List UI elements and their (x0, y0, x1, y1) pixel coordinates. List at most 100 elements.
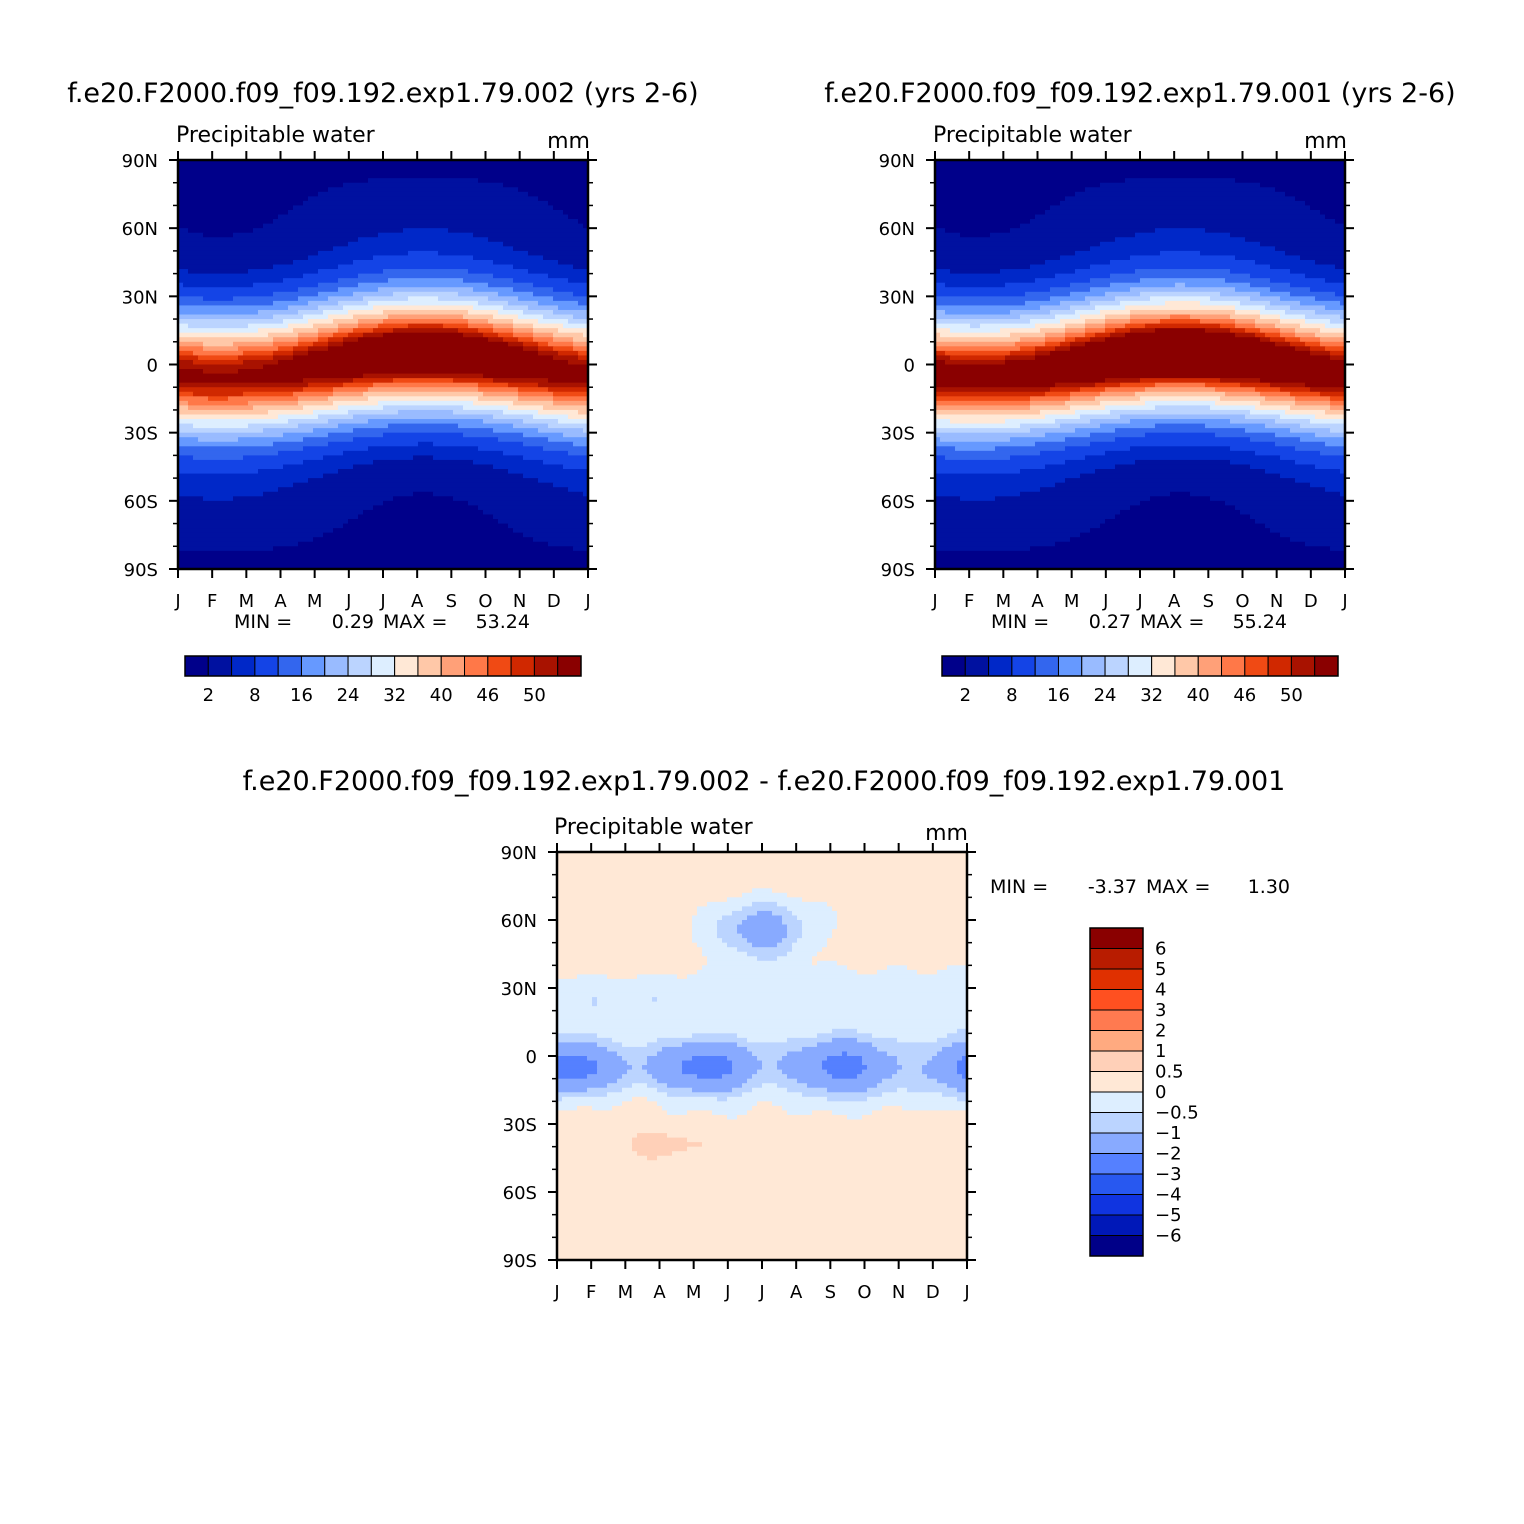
contour-cell (1090, 287, 1131, 293)
contour-cell (722, 915, 748, 921)
x-tick-label: N (1270, 591, 1283, 612)
contour-cell (553, 332, 584, 338)
x-tick-label: O (1235, 591, 1249, 612)
contour-cell (927, 1074, 963, 1080)
panel-title: f.e20.F2000.f09_f09.192.exp1.79.001 (yrs… (824, 78, 1455, 109)
contour-cell (1255, 450, 1321, 456)
contour-cell (178, 291, 274, 297)
contour-cell (557, 1042, 598, 1048)
contour-cell (557, 947, 703, 953)
contour-cell (1070, 537, 1291, 543)
contour-cell (523, 532, 588, 538)
contour-cell (493, 273, 549, 279)
contour-cell (178, 282, 184, 288)
contour-cell (538, 300, 579, 307)
colorbar-box (347, 655, 372, 677)
contour-cell (178, 182, 344, 188)
contour-cell (557, 965, 703, 971)
contour-cell (313, 341, 329, 347)
contour-cell (557, 1214, 967, 1220)
y-tick-label: 60N (501, 911, 537, 932)
contour-cell (712, 1110, 748, 1116)
contour-cell (862, 1069, 898, 1075)
contour-cell (557, 1237, 967, 1243)
contour-cell (333, 391, 364, 397)
x-tick-label: J (379, 591, 385, 612)
contour-cell (737, 947, 793, 953)
contour-cell (568, 487, 588, 493)
contour-cell (178, 287, 299, 293)
contour-cell (298, 332, 319, 338)
contour-cell (667, 1110, 688, 1116)
contour-cell (1185, 282, 1251, 288)
contour-cell (1020, 423, 1061, 429)
contour-cell (1230, 446, 1296, 452)
colorbar-box (1057, 655, 1083, 677)
contour-cell (178, 514, 359, 520)
contour-cell (1235, 332, 1256, 338)
contour-cell (1030, 319, 1061, 325)
colorbar-box (1089, 1050, 1144, 1072)
contour-cell (383, 319, 469, 325)
contour-cell (353, 464, 494, 470)
x-tick-label: M (1064, 591, 1080, 612)
contour-cell (178, 241, 349, 247)
colorbar-box (941, 655, 966, 677)
contour-cell (692, 1056, 728, 1062)
contour-cell (293, 391, 334, 397)
contour-cell (557, 1178, 967, 1184)
contour-cell (1260, 182, 1345, 188)
contour-cell (752, 1051, 788, 1057)
contour-cell (1065, 332, 1086, 338)
contour-cell (503, 305, 529, 311)
colorbar-label: 24 (1094, 685, 1117, 706)
contour-cell (303, 459, 374, 466)
contour-cell (1305, 319, 1331, 325)
y-tick-label: 60S (881, 492, 915, 513)
contour-cell (1010, 350, 1036, 357)
max-label: MAX = (383, 611, 447, 633)
contour-cell (178, 482, 294, 488)
contour-cell (343, 337, 359, 343)
contour-cell (657, 1051, 753, 1057)
contour-cell (178, 341, 204, 347)
contour-cell (557, 1083, 608, 1089)
contour-cell (1290, 391, 1321, 397)
contour-cell (867, 1065, 903, 1071)
x-tick-label: A (653, 1282, 666, 1303)
contour-cell (548, 200, 588, 207)
contour-cell (1265, 423, 1301, 429)
contour-cell (203, 346, 239, 352)
colorbar-box (207, 655, 233, 677)
contour-cell (752, 1105, 783, 1111)
contour-cell (557, 1155, 648, 1161)
contour-cell (617, 1078, 658, 1084)
contour-cell (647, 1096, 718, 1102)
contour-cell (1070, 305, 1096, 311)
contour-cell (1305, 382, 1345, 388)
contour-cell (587, 1087, 623, 1093)
contour-cell (1230, 269, 1291, 275)
contour-cell (548, 541, 588, 547)
contour-cell (178, 473, 324, 479)
x-tick-label: F (586, 1282, 596, 1303)
contour-cell (578, 300, 588, 307)
contour-cell (707, 956, 758, 962)
contour-cell (348, 519, 499, 525)
contour-cell (178, 200, 304, 207)
contour-cell (503, 241, 588, 247)
contour-cell (578, 219, 588, 225)
contour-cell (353, 428, 494, 434)
colorbar-box (1089, 927, 1144, 949)
contour-cell (258, 328, 294, 334)
contour-cell (1080, 414, 1121, 420)
contour-cell (577, 974, 608, 980)
contour-cell (1295, 332, 1316, 338)
contour-cell (308, 382, 344, 388)
contour-cell (1315, 464, 1345, 470)
contour-cell (902, 1105, 967, 1111)
contour-cell (837, 910, 967, 917)
colorbar-box (1089, 1153, 1144, 1175)
colorbar-label: 0 (1155, 1082, 1166, 1103)
contour-cell (937, 1051, 967, 1057)
